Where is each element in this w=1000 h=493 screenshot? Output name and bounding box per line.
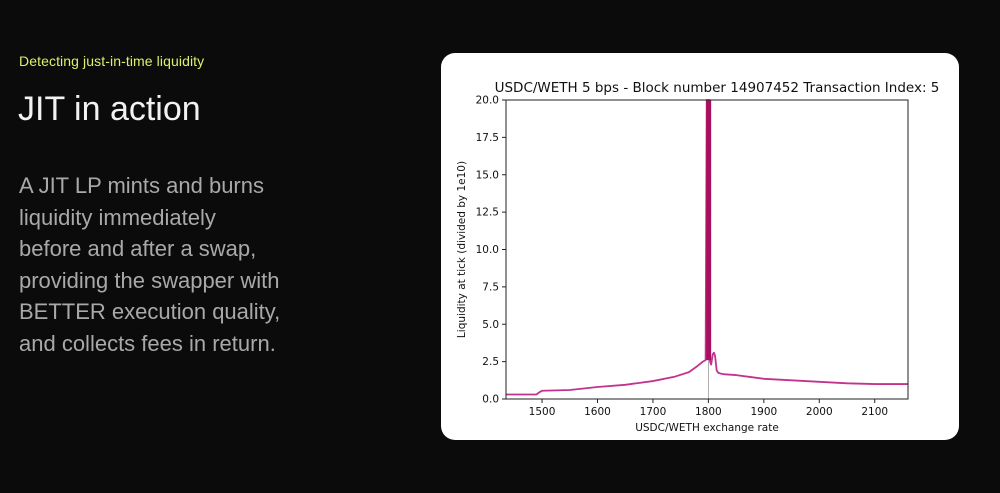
y-tick-label: 0.0 (482, 394, 499, 406)
y-tick-label: 5.0 (482, 319, 499, 331)
plot-frame (505, 99, 909, 400)
body-line: before and after a swap, (19, 236, 257, 261)
chart-card: USDC/WETH 5 bps - Block number 14907452 … (441, 53, 959, 440)
x-tick-label: 2000 (806, 406, 833, 418)
x-tick-label: 1900 (750, 406, 777, 418)
liquidity-chart: USDC/WETH 5 bps - Block number 14907452 … (456, 80, 940, 434)
y-axis-label: Liquidity at tick (divided by 1e10) (456, 161, 468, 338)
slide-title: JIT in action (18, 90, 201, 128)
body-line: providing the swapper with (19, 267, 280, 293)
body-line: BETTER execution quality, (19, 299, 281, 324)
chart-title: USDC/WETH 5 bps - Block number 14907452 … (495, 80, 940, 96)
x-tick-label: 1700 (640, 406, 667, 418)
y-tick-label: 15.0 (476, 169, 499, 181)
y-tick-label: 2.5 (482, 356, 499, 368)
eyebrow-label: Detecting just-in-time liquidity (19, 53, 205, 69)
y-tick-label: 17.5 (476, 132, 499, 144)
x-axis-label: USDC/WETH exchange rate (635, 422, 779, 434)
x-tick-label: 1600 (584, 406, 611, 418)
y-tick-label: 12.5 (476, 207, 499, 219)
y-tick-label: 10.0 (476, 244, 499, 256)
x-tick-label: 1500 (529, 406, 556, 418)
jit-liquidity-spike (706, 100, 712, 361)
y-tick-label: 7.5 (482, 281, 499, 293)
body-line: and collects fees in return. (19, 330, 276, 356)
body-line: A JIT LP mints and burns (19, 173, 264, 198)
x-tick-label: 2100 (861, 406, 888, 418)
x-tick-label: 1800 (695, 406, 722, 418)
slide-body: A JIT LP mints and burns liquidity immed… (19, 170, 349, 359)
body-line: liquidity immediately (19, 204, 216, 230)
y-tick-label: 20.0 (476, 95, 499, 107)
